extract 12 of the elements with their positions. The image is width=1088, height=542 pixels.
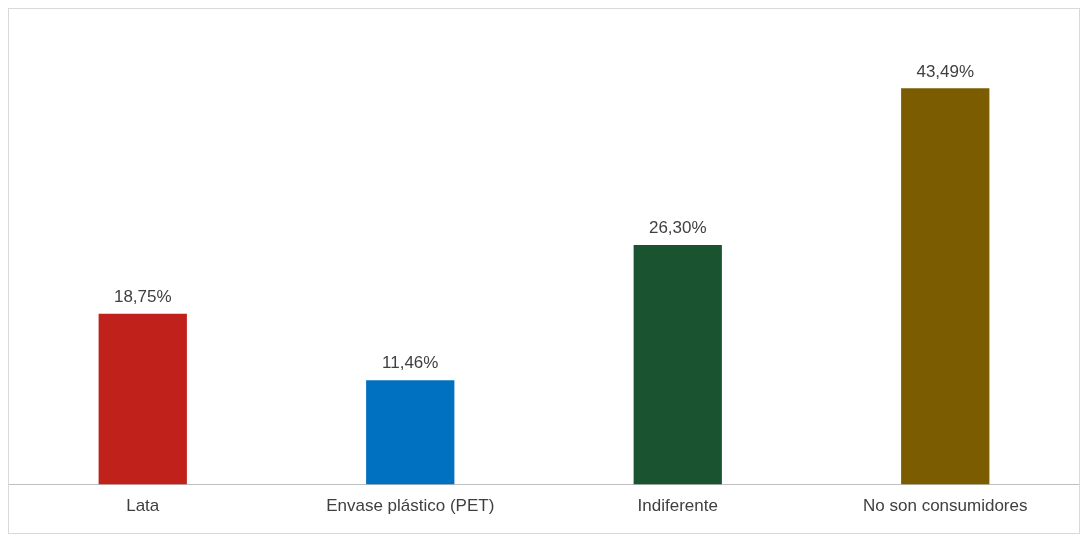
x-tick-label: Envase plástico (PET) [326, 496, 495, 516]
x-tick-label: Indiferente [637, 496, 718, 516]
bar [901, 88, 990, 485]
bar [366, 380, 455, 485]
bar [98, 313, 187, 485]
bar [633, 244, 722, 485]
data-label: 26,30% [648, 218, 707, 238]
x-tick-label: No son consumidores [863, 496, 1028, 516]
data-label: 18,75% [113, 286, 172, 306]
data-label: 43,49% [916, 61, 975, 81]
x-tick-label: Lata [126, 496, 160, 516]
data-label: 11,46% [382, 353, 439, 373]
